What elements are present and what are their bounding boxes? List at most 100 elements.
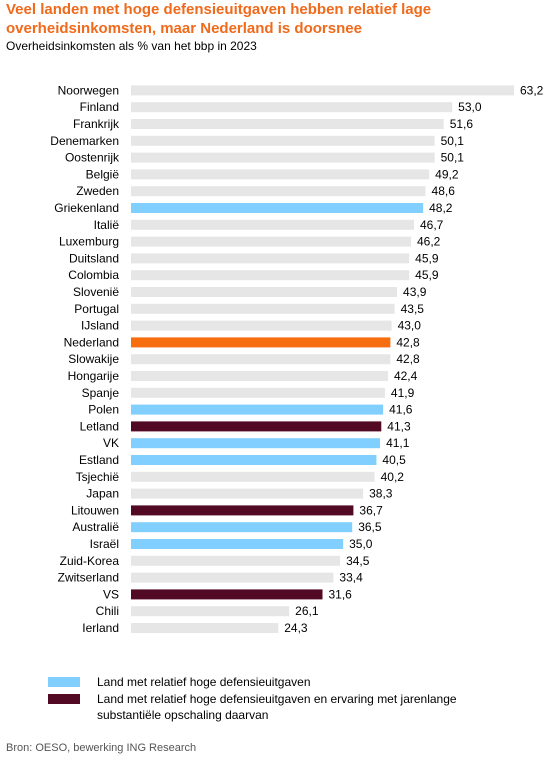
bar-chart: Noorwegen 63,2 Finland 53,0 Frankrijk 51,6 Den… (50, 83, 544, 635)
category-label-frankrijk: Frankrijk (73, 117, 120, 131)
value-label-polen: 41,6 (389, 403, 413, 417)
bar-vs (131, 589, 323, 600)
category-label-polen: Polen (88, 403, 119, 417)
bar-estland (131, 455, 377, 465)
bar-portugal (131, 303, 395, 314)
bar-japan (131, 488, 364, 499)
bar-zuid-korea (131, 555, 341, 566)
chart-subtitle: Overheidsinkomsten als % van het bbp in … (6, 39, 257, 53)
value-label-litouwen: 36,7 (359, 503, 383, 517)
category-label-tsjechi-: Tsjechië (76, 470, 120, 484)
value-label-vs: 31,6 (329, 587, 353, 601)
bar-noorwegen (131, 85, 514, 96)
legend-item-high-defense-scaled: Land met relatief hoge defensieuitgaven … (48, 691, 517, 723)
category-label-itali-: Italië (94, 218, 120, 232)
value-label-slowakije: 42,8 (396, 352, 420, 366)
source-note: Bron: OESO, bewerking ING Research (6, 742, 197, 754)
category-label-spanje: Spanje (82, 386, 120, 400)
value-label-estland: 40,5 (382, 453, 406, 467)
value-label-vk: 41,1 (386, 436, 410, 450)
bar-chili (131, 606, 290, 617)
value-label-zweden: 48,6 (432, 184, 456, 198)
category-label-colombia: Colombia (68, 268, 119, 282)
value-label-zuid-korea: 34,5 (346, 554, 370, 568)
category-label-noorwegen: Noorwegen (58, 83, 119, 97)
value-label-itali-: 46,7 (420, 218, 444, 232)
value-label-letland: 41,3 (387, 419, 411, 433)
legend-label-high-defense-scaled: Land met relatief hoge defensieuitgaven … (97, 692, 457, 722)
value-label-griekenland: 48,2 (429, 201, 453, 215)
category-label-sloveni-: Slovenië (73, 285, 119, 299)
category-label-finland: Finland (80, 100, 119, 114)
category-label-slowakije: Slowakije (68, 352, 119, 366)
bar-zwitserland (131, 572, 334, 583)
value-label-frankrijk: 51,6 (450, 117, 474, 131)
category-label-japan: Japan (86, 487, 119, 501)
chart-title: Veel landen met hoge defensieuitgaven he… (6, 1, 432, 37)
bar-griekenland (131, 203, 424, 213)
bar-letland (131, 421, 382, 432)
value-label-noorwegen: 63,2 (520, 83, 544, 97)
value-label-duitsland: 45,9 (415, 251, 439, 265)
category-label-portugal: Portugal (74, 302, 119, 316)
bar-denemarken (131, 135, 435, 146)
bar-sloveni- (131, 287, 398, 297)
category-label-zweden: Zweden (76, 184, 119, 198)
category-label-isra-l: Israël (90, 537, 119, 551)
legend-label-high-defense: Land met relatief hoge defensieuitgaven (97, 675, 311, 689)
bar-vk (131, 438, 381, 449)
value-label-nederland: 42,8 (396, 335, 420, 349)
value-label-belgi-: 49,2 (435, 167, 459, 181)
bar-luxemburg (131, 236, 411, 247)
category-label-estland: Estland (79, 453, 119, 467)
bar-litouwen (131, 505, 354, 516)
bar-itali- (131, 219, 415, 230)
bar-finland (131, 102, 453, 113)
bar-colombia (131, 270, 410, 281)
category-label-oostenrijk: Oostenrijk (65, 151, 120, 165)
value-label-portugal: 43,5 (401, 302, 425, 316)
category-label-luxemburg: Luxemburg (59, 235, 119, 249)
value-label-oostenrijk: 50,1 (441, 151, 465, 165)
bar-frankrijk (131, 119, 444, 129)
bar-ierland (131, 623, 279, 633)
category-label-zwitserland: Zwitserland (58, 571, 119, 585)
legend-swatch-high-defense (48, 677, 80, 687)
bar-tsjechi- (131, 471, 375, 482)
category-label-vs: VS (103, 587, 119, 601)
value-label-japan: 38,3 (369, 487, 393, 501)
value-label-spanje: 41,9 (391, 386, 415, 400)
category-label-denemarken: Denemarken (50, 134, 119, 148)
category-label-hongarije: Hongarije (68, 369, 120, 383)
value-label-tsjechi-: 40,2 (381, 470, 405, 484)
bar-nederland (131, 337, 391, 348)
category-label-ierland: Ierland (82, 621, 119, 635)
category-label-litouwen: Litouwen (71, 503, 119, 517)
legend-swatch-high-defense-scaled (48, 694, 80, 704)
category-label-letland: Letland (80, 419, 119, 433)
value-label-sloveni-: 43,9 (403, 285, 427, 299)
bar-slowakije (131, 354, 391, 365)
value-label-hongarije: 42,4 (394, 369, 418, 383)
bar-hongarije (131, 371, 388, 381)
value-label-zwitserland: 33,4 (339, 571, 363, 585)
legend-item-high-defense: Land met relatief hoge defensieuitgaven (48, 674, 517, 690)
category-label-griekenland: Griekenland (54, 201, 119, 215)
category-label-chili: Chili (96, 604, 119, 618)
category-label-duitsland: Duitsland (69, 251, 119, 265)
value-label-denemarken: 50,1 (441, 134, 465, 148)
bar-spanje (131, 387, 385, 398)
value-label-chili: 26,1 (295, 604, 319, 618)
bar-duitsland (131, 253, 410, 264)
bar-ijsland (131, 320, 392, 331)
bar-australi- (131, 522, 353, 533)
category-label-belgi-: België (86, 167, 120, 181)
value-label-luxemburg: 46,2 (417, 235, 441, 249)
value-label-isra-l: 35,0 (349, 537, 373, 551)
category-label-nederland: Nederland (64, 335, 119, 349)
value-label-colombia: 45,9 (415, 268, 439, 282)
category-label-vk: VK (103, 436, 119, 450)
bar-polen (131, 404, 384, 415)
category-label-zuid-korea: Zuid-Korea (60, 554, 120, 568)
value-label-ierland: 24,3 (284, 621, 308, 635)
